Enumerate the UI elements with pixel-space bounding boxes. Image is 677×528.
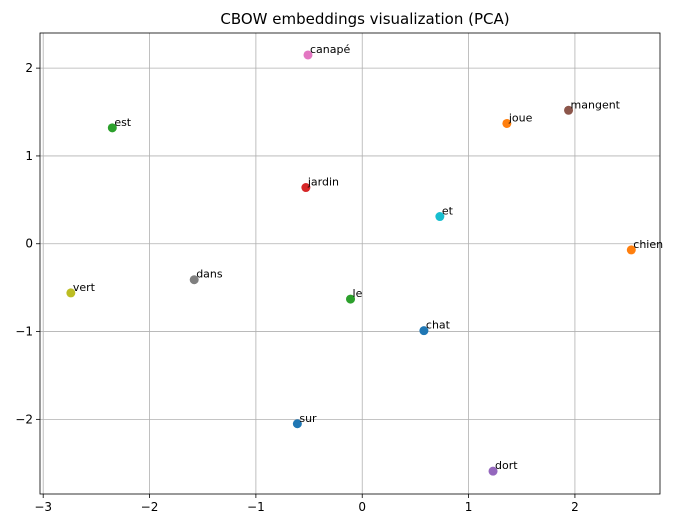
y-tick-label: 1 <box>25 149 33 163</box>
point-chat <box>419 326 429 336</box>
x-tick-label: 2 <box>571 500 579 514</box>
point-label-le: le <box>353 287 363 300</box>
point-label-vert: vert <box>73 281 96 294</box>
point-canapé <box>303 50 313 60</box>
point-label-et: et <box>442 205 454 218</box>
point-le <box>346 294 356 304</box>
x-tick-label: −2 <box>141 500 159 514</box>
plot-frame <box>39 32 661 495</box>
point-vert <box>66 288 76 298</box>
x-tick-label: 1 <box>465 500 473 514</box>
grid <box>40 33 660 494</box>
y-tick-label: −1 <box>15 325 33 339</box>
point-mangent <box>564 105 574 115</box>
point-joue <box>502 118 512 128</box>
data-points: canapé mangent joue est jardin et chien dans ver… <box>66 43 663 476</box>
point-est <box>107 123 117 133</box>
point-label-est: est <box>114 116 131 129</box>
point-label-mangent: mangent <box>571 98 621 111</box>
point-label-jardin: jardin <box>307 176 339 189</box>
x-tick-label: 0 <box>358 500 366 514</box>
point-dort <box>488 466 498 476</box>
point-label-joue: joue <box>508 111 533 124</box>
point-label-sur: sur <box>299 412 317 425</box>
point-et <box>435 212 445 222</box>
point-label-dort: dort <box>495 459 518 472</box>
point-label-chat: chat <box>426 319 451 332</box>
chart-title: CBOW embeddings visualization (PCA) <box>220 10 509 28</box>
y-tick-label: 2 <box>25 61 33 75</box>
point-label-chien: chien <box>633 238 663 251</box>
point-label-dans: dans <box>196 268 223 281</box>
x-tick-label: −3 <box>34 500 52 514</box>
point-label-canapé: canapé <box>310 43 350 56</box>
point-chien <box>626 245 636 255</box>
point-dans <box>189 275 199 285</box>
y-tick-label: 0 <box>25 237 33 251</box>
axis-ticks: −3 −2 −1 0 1 2 −2 −1 0 1 2 <box>15 61 578 514</box>
point-jardin <box>301 183 311 193</box>
point-sur <box>292 419 302 429</box>
y-tick-label: −2 <box>15 412 33 426</box>
x-tick-label: −1 <box>247 500 265 514</box>
